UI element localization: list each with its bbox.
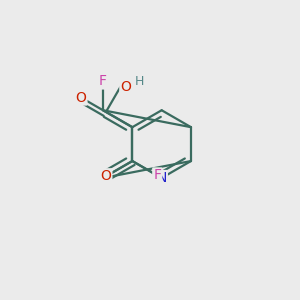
Text: F: F: [99, 74, 107, 88]
Text: H: H: [134, 75, 144, 88]
Text: F: F: [153, 168, 161, 182]
Text: O: O: [120, 80, 131, 94]
Text: O: O: [76, 91, 86, 105]
Text: O: O: [100, 169, 111, 183]
Text: N: N: [157, 171, 167, 185]
